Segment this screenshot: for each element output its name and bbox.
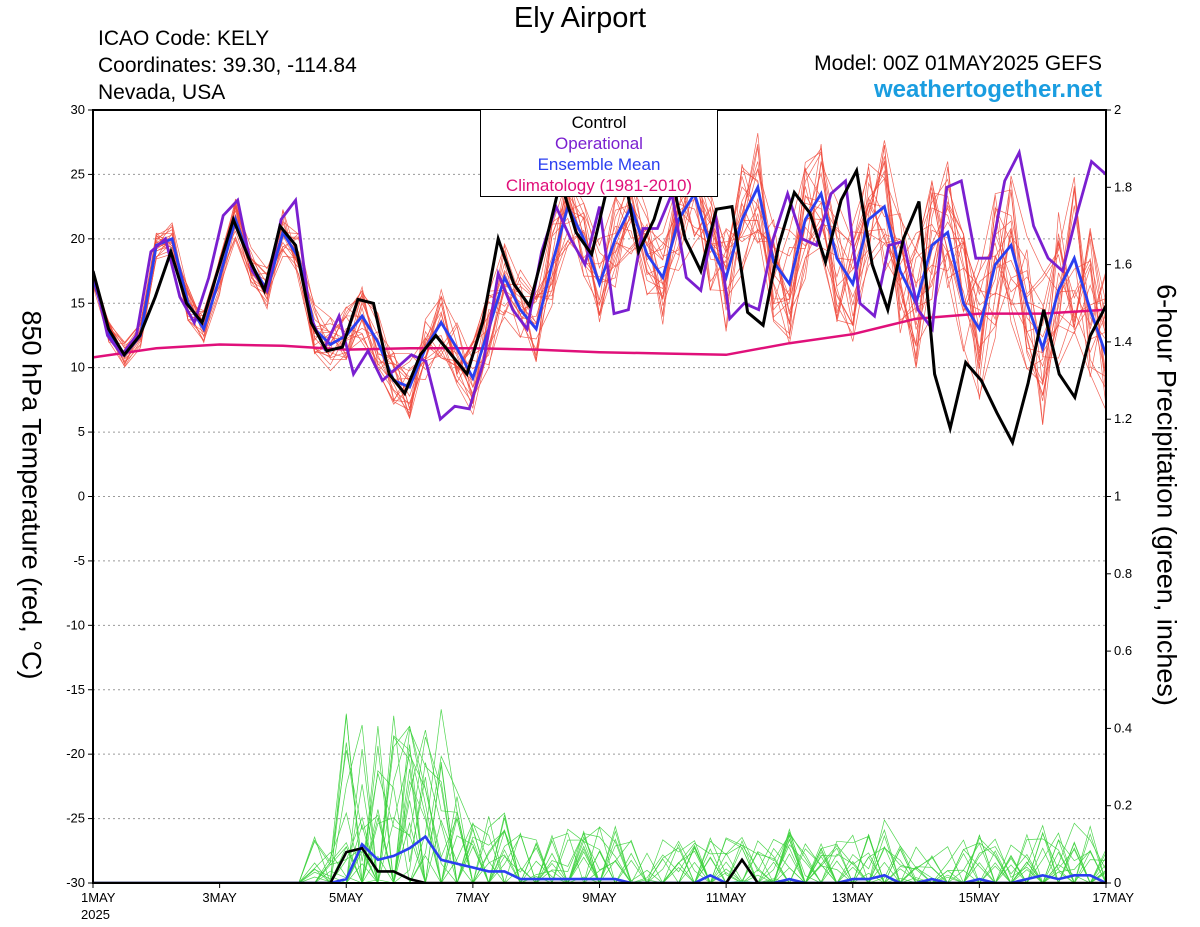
x-tick-label: 9MAY xyxy=(582,890,617,905)
y-tick-label-right: 0.8 xyxy=(1114,566,1132,581)
x-tick-label: 5MAY xyxy=(329,890,364,905)
legend-operational: Operational xyxy=(555,134,643,153)
temp-member-line xyxy=(93,160,1106,424)
precip-member-line xyxy=(93,745,1106,884)
y-tick-label-right: 1.6 xyxy=(1114,257,1132,272)
y-tick-label-left: 10 xyxy=(71,360,85,375)
y-tick-label-left: -20 xyxy=(66,746,85,761)
precip-member-line xyxy=(93,715,1106,884)
y-tick-label-left: 15 xyxy=(71,295,85,310)
y-tick-label-right: 1 xyxy=(1114,489,1121,504)
axes: 302520151050-5-10-15-20-25-3021.81.61.41… xyxy=(66,102,1134,922)
y-tick-label-left: -5 xyxy=(73,553,85,568)
x-tick-label: 15MAY xyxy=(959,890,1001,905)
legend-mean: Ensemble Mean xyxy=(537,155,661,174)
climatology-line xyxy=(93,308,1106,359)
y-tick-label-left: 5 xyxy=(78,424,85,439)
x-tick-label: 7MAY xyxy=(456,890,491,905)
y-tick-label-right: 0 xyxy=(1114,875,1121,890)
temp-member-line xyxy=(93,140,1106,409)
grid xyxy=(93,173,1106,820)
y-tick-label-left: -15 xyxy=(66,682,85,697)
temp-member-line xyxy=(93,161,1106,420)
x-tick-label: 11MAY xyxy=(706,890,747,905)
precip-member-line xyxy=(93,768,1106,884)
precip-ensemble-members xyxy=(93,709,1106,884)
icao-code: ICAO Code: KELY xyxy=(98,27,270,50)
x-tick-label: 13MAY xyxy=(832,890,874,905)
y-tick-label-right: 1.4 xyxy=(1114,334,1132,349)
precip-member-line xyxy=(93,742,1106,884)
site-link[interactable]: weathertogether.net xyxy=(873,76,1102,103)
legend: Control Operational Ensemble Mean Climat… xyxy=(480,109,718,197)
region: Nevada, USA xyxy=(98,81,226,104)
y-tick-label-right: 1.2 xyxy=(1114,411,1132,426)
precip-member-line xyxy=(93,714,1106,884)
y-tick-label-left: -10 xyxy=(66,617,85,632)
chart-title: Ely Airport xyxy=(513,2,647,34)
y-axis-left-label: 850 hPa Temperature (red, °C) xyxy=(16,310,47,680)
y-tick-label-right: 0.6 xyxy=(1114,643,1132,658)
x-tick-label: 17MAY xyxy=(1092,890,1134,905)
precip-member-line xyxy=(93,709,1106,884)
y-axis-right-label: 6-hour Precipitation (green, inches) xyxy=(1151,284,1182,706)
x-tick-label: 3MAY xyxy=(202,890,237,905)
y-tick-label-right: 1.8 xyxy=(1114,179,1132,194)
y-tick-label-left: -30 xyxy=(66,875,85,890)
precip-member-line xyxy=(93,755,1106,884)
y-tick-label-left: 20 xyxy=(71,231,85,246)
y-tick-label-right: 2 xyxy=(1114,102,1121,117)
legend-climatology: Climatology (1981-2010) xyxy=(505,176,693,195)
y-tick-label-left: 30 xyxy=(71,102,85,117)
model-run: Model: 00Z 01MAY2025 GEFS xyxy=(814,52,1102,75)
y-tick-label-left: 0 xyxy=(78,489,85,504)
y-tick-label-right: 0.2 xyxy=(1114,798,1132,813)
y-tick-label-left: -25 xyxy=(66,811,85,826)
x-tick-label: 1MAY xyxy=(81,890,116,905)
coordinates: Coordinates: 39.30, -114.84 xyxy=(98,54,357,77)
control-temp-line xyxy=(93,162,1106,447)
precip-member-line xyxy=(93,713,1106,884)
y-tick-label-left: 25 xyxy=(71,166,85,181)
precip-member-line xyxy=(93,770,1106,884)
precip-member-line xyxy=(93,744,1106,884)
y-tick-label-right: 0.4 xyxy=(1114,720,1132,735)
legend-control: Control xyxy=(571,113,627,132)
x-year-label: 2025 xyxy=(81,907,110,922)
temp-member-line xyxy=(93,161,1106,411)
series xyxy=(93,148,1106,884)
